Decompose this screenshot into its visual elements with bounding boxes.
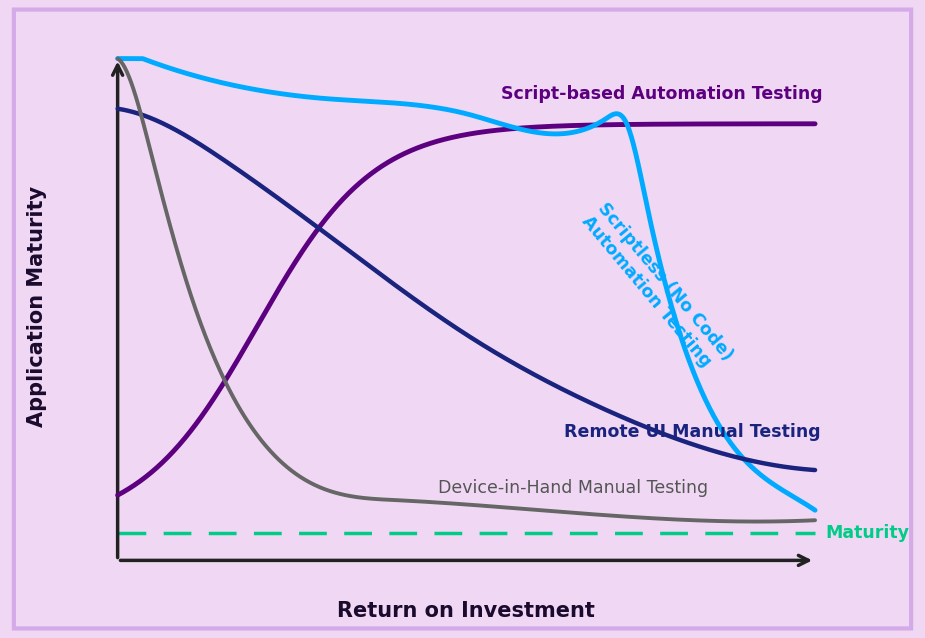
Text: Application Maturity: Application Maturity bbox=[27, 186, 47, 427]
Text: Maturity: Maturity bbox=[826, 524, 910, 542]
Text: Remote UI Manual Testing: Remote UI Manual Testing bbox=[564, 424, 820, 441]
Text: Device-in-Hand Manual Testing: Device-in-Hand Manual Testing bbox=[438, 478, 709, 496]
Text: Script-based Automation Testing: Script-based Automation Testing bbox=[501, 85, 823, 103]
Text: Scriptless (No Code)
Automation Testing: Scriptless (No Code) Automation Testing bbox=[578, 199, 736, 377]
Text: Return on Investment: Return on Investment bbox=[338, 601, 596, 621]
